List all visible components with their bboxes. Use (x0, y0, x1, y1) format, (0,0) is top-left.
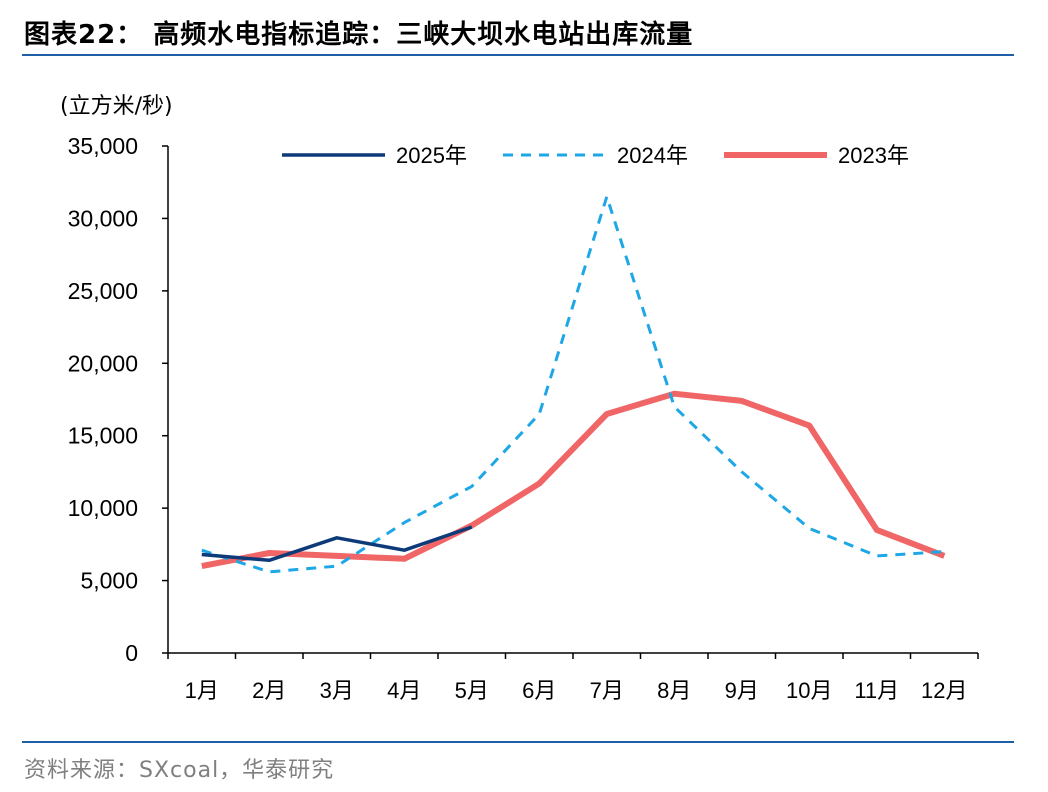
legend-label: 2025年 (396, 143, 467, 168)
series-line-2024 (201, 195, 945, 574)
series-line-2025 (201, 525, 473, 563)
chart-legend: 2025年 2024年 2023年 (282, 143, 909, 168)
x-tick-label: 10月 (786, 678, 832, 703)
x-tick-label: 2月 (252, 678, 286, 703)
y-tick-label: 15,000 (68, 423, 138, 449)
x-tick-label: 7月 (590, 678, 624, 703)
series-line-2023 (201, 390, 946, 570)
legend-label: 2023年 (838, 143, 909, 168)
y-tick-label: 35,000 (68, 133, 138, 159)
x-tick-label: 5月 (455, 678, 489, 703)
x-tick-label: 3月 (320, 678, 354, 703)
x-tick-label: 6月 (522, 678, 556, 703)
source-note: 资料来源：SXcoal，华泰研究 (24, 758, 335, 783)
y-axis-unit-label: (立方米/秒) (60, 94, 173, 119)
y-tick-label: 25,000 (68, 278, 138, 304)
y-tick-label: 0 (125, 640, 138, 666)
legend-label: 2024年 (617, 143, 688, 168)
y-tick-label: 30,000 (68, 205, 138, 231)
chart-axes: 0 5,000 10,000 15,000 20,000 25,000 30,000 35,0… (68, 133, 979, 703)
x-tick-label: 9月 (725, 678, 759, 703)
footer-rule (22, 741, 1014, 743)
x-tick-label: 8月 (657, 678, 691, 703)
y-tick-label: 10,000 (68, 495, 138, 521)
x-tick-label: 1月 (185, 678, 219, 703)
y-tick-label: 20,000 (68, 350, 138, 376)
title-rule (22, 54, 1014, 56)
figure-title: 图表22： 高频水电指标追踪：三峡大坝水电站出库流量 (24, 20, 694, 50)
chart-series (201, 195, 946, 574)
y-tick-label: 5,000 (80, 568, 138, 594)
x-tick-label: 12月 (921, 678, 967, 703)
x-tick-label: 4月 (387, 678, 421, 703)
x-tick-label: 11月 (854, 678, 899, 703)
